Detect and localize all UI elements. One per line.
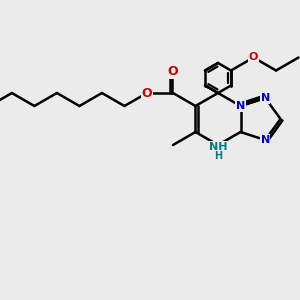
Text: O: O — [142, 86, 152, 100]
Text: O: O — [249, 52, 258, 62]
Text: N: N — [236, 101, 245, 111]
Text: N: N — [261, 93, 270, 103]
Text: NH: NH — [209, 142, 227, 152]
Text: N: N — [261, 135, 270, 145]
Text: H: H — [214, 151, 222, 161]
Text: O: O — [168, 65, 178, 78]
